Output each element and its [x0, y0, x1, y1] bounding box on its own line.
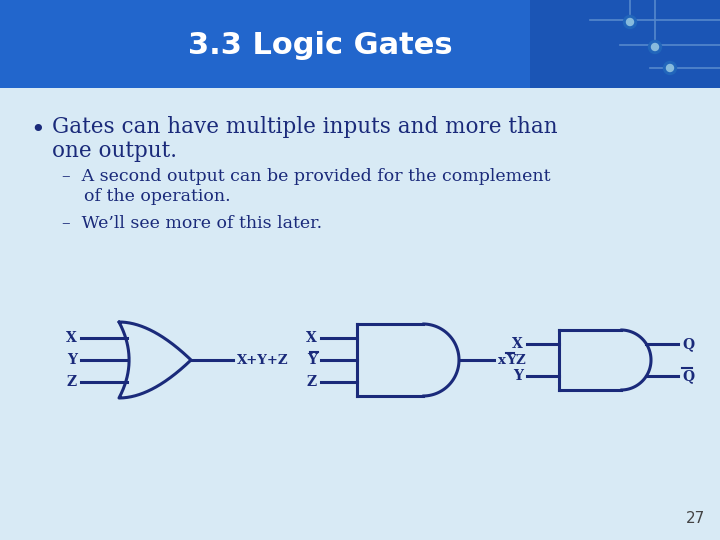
Text: x: x: [498, 354, 506, 367]
Circle shape: [624, 16, 636, 29]
Text: one output.: one output.: [52, 140, 177, 162]
Text: Gates can have multiple inputs and more than: Gates can have multiple inputs and more …: [52, 116, 557, 138]
Text: Q: Q: [683, 369, 695, 383]
Text: X: X: [66, 331, 77, 345]
Text: Z: Z: [67, 375, 77, 389]
Circle shape: [626, 18, 634, 25]
Text: Z: Z: [307, 375, 317, 389]
Text: Y: Y: [513, 369, 523, 383]
Circle shape: [667, 64, 673, 71]
Text: Y: Y: [506, 354, 516, 367]
Text: 3.3 Logic Gates: 3.3 Logic Gates: [188, 31, 452, 60]
Text: Z: Z: [515, 354, 525, 367]
Circle shape: [664, 62, 677, 75]
Text: 27: 27: [685, 511, 705, 526]
Bar: [530, 0, 720, 88]
Circle shape: [652, 44, 659, 51]
Bar: [0, 0, 720, 88]
Text: Y: Y: [67, 353, 77, 367]
Text: Y: Y: [307, 353, 317, 367]
Text: X+Y+Z: X+Y+Z: [237, 354, 289, 367]
Text: of the operation.: of the operation.: [62, 188, 230, 205]
Text: –  We’ll see more of this later.: – We’ll see more of this later.: [62, 215, 322, 232]
Text: X: X: [512, 337, 523, 351]
Text: –  A second output can be provided for the complement: – A second output can be provided for th…: [62, 168, 551, 185]
Text: X: X: [306, 331, 317, 345]
Text: •: •: [30, 118, 45, 142]
Text: Q: Q: [683, 337, 695, 351]
Circle shape: [649, 40, 662, 53]
